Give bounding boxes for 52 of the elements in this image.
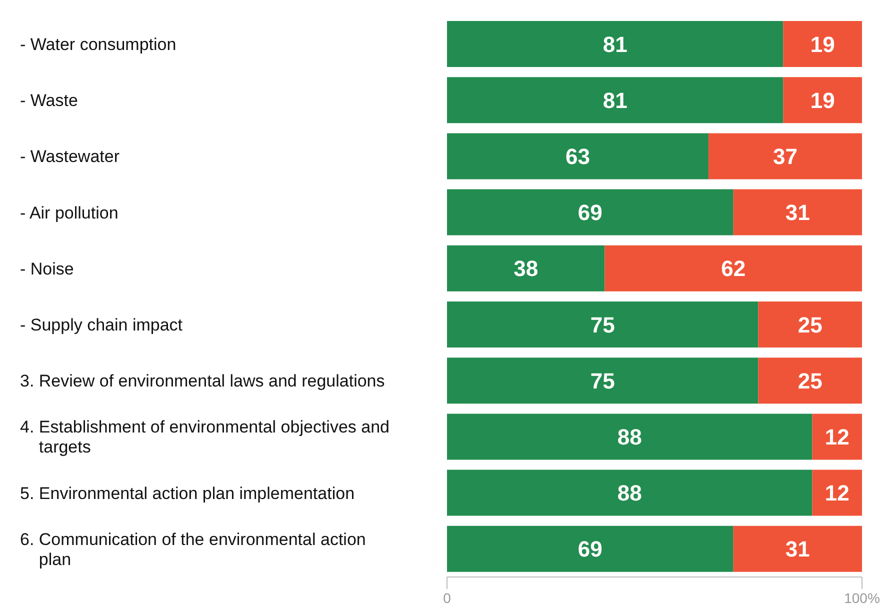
y-tick-label: - Noise [20, 259, 74, 278]
bar [447, 302, 758, 348]
bar [812, 470, 862, 516]
y-tick-label: 3. Review of environmental laws and regulations [20, 372, 385, 391]
bar [708, 133, 862, 180]
data-label: 19 [810, 32, 835, 57]
bar [783, 21, 862, 67]
data-label: 12 [824, 424, 850, 450]
y-tick-label: - Air pollution [20, 203, 118, 222]
y-tick-label: - Waste [20, 91, 78, 110]
bar [447, 414, 812, 460]
data-label: 62 [721, 256, 746, 282]
x-tick-label: 100% [844, 590, 880, 605]
data-label: 12 [824, 480, 850, 506]
bar [447, 470, 812, 516]
data-label: 63 [565, 144, 590, 170]
data-label: 81 [602, 32, 628, 57]
data-label: 25 [798, 368, 822, 394]
bar [447, 358, 758, 404]
bar [812, 414, 862, 460]
bar [447, 526, 734, 572]
data-label: 88 [617, 424, 642, 450]
data-label: 37 [772, 144, 798, 170]
data-label: 19 [810, 88, 835, 113]
bar [758, 358, 862, 404]
bar [783, 77, 862, 124]
data-label: 75 [590, 312, 615, 338]
data-label: 88 [617, 480, 642, 506]
data-label: 25 [798, 312, 822, 338]
y-tick-label: - Supply chain impact [20, 316, 183, 334]
data-label: 69 [578, 200, 602, 226]
bar [733, 526, 862, 572]
y-tick-label: 4. Establishment of environmental objectives and targets [20, 418, 390, 457]
bar [447, 21, 784, 67]
bar [447, 133, 708, 180]
data-label: 31 [785, 536, 810, 562]
x-tick-label: 0 [443, 590, 452, 605]
data-label: 81 [602, 88, 628, 113]
bar [758, 302, 862, 348]
data-label: 38 [514, 256, 538, 282]
bar [447, 245, 605, 292]
y-tick-label: 6. Communication of the environmental action plan [20, 530, 366, 569]
y-tick-label: - Water consumption [20, 35, 176, 54]
data-label: 75 [590, 368, 615, 394]
bar [733, 189, 862, 236]
bar [447, 189, 734, 236]
bar [604, 245, 862, 292]
bar [447, 77, 784, 124]
y-tick-label: 5. Environmental action plan implementation [20, 484, 355, 503]
y-tick-label: - Wastewater [20, 147, 120, 166]
data-label: 31 [785, 200, 810, 226]
data-label: 69 [578, 536, 602, 562]
